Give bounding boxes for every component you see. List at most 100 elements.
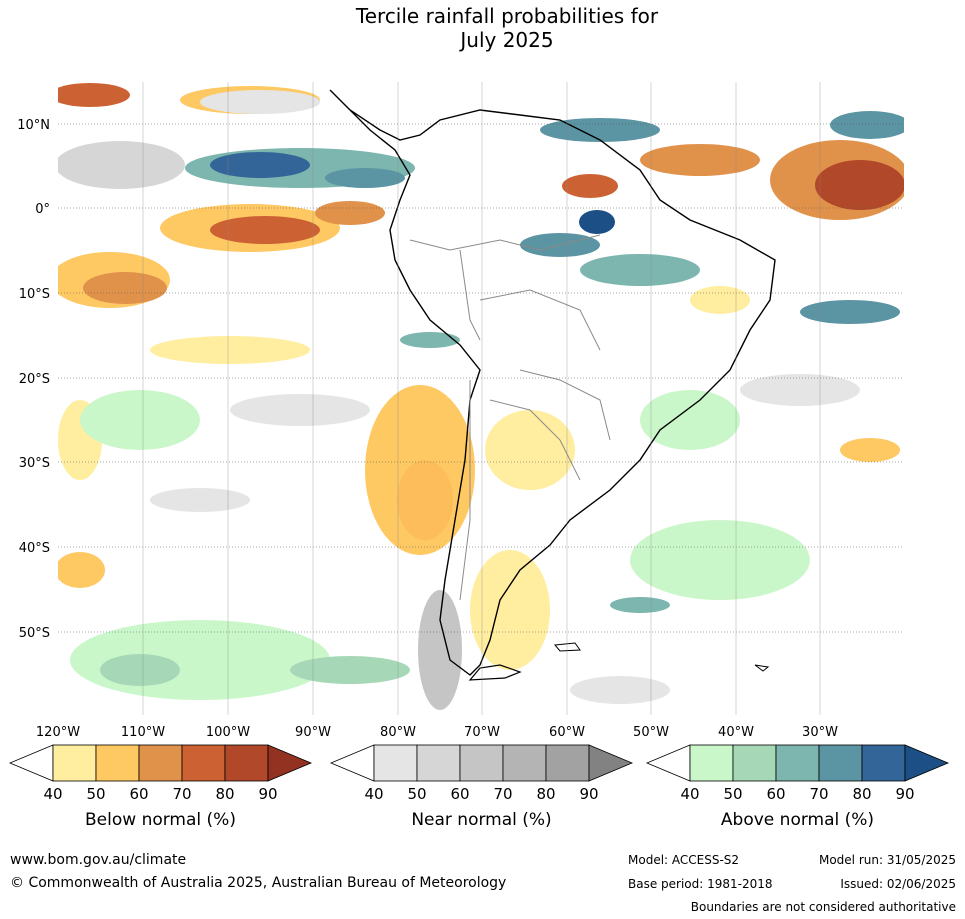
longitude-label: 100°W: [206, 725, 250, 740]
south-georgia-coastline: [754, 664, 770, 672]
above-area: [800, 300, 900, 324]
below-area: [58, 83, 130, 107]
legend-tick-label: 90: [579, 785, 598, 803]
legend-upper-arrow: [267, 744, 313, 782]
near-normal-areas: [58, 90, 860, 710]
longitude-label: 110°W: [121, 725, 165, 740]
legend-tick-label: 80: [215, 785, 234, 803]
legend-tick-label: 80: [852, 785, 871, 803]
above-area: [100, 654, 180, 686]
legend-tick-label: 60: [766, 785, 785, 803]
longitude-label: 120°W: [36, 725, 80, 740]
legend-title: Below normal (%): [85, 810, 236, 830]
legend-color-box: [416, 744, 461, 782]
below-area: [397, 460, 453, 540]
longitude-label: 70°W: [464, 725, 500, 740]
country-borders: [409, 234, 611, 601]
title-line-1: Tercile rainfall probabilities for: [355, 4, 659, 28]
legend-tick-label: 50: [407, 785, 426, 803]
longitude-label: 40°W: [718, 725, 754, 740]
below-area: [150, 336, 310, 364]
legend-color-box: [732, 744, 777, 782]
legend-title: Near normal (%): [411, 810, 551, 830]
tierra-del-fuego-coastline: [468, 664, 522, 681]
legend-upper-arrow: [588, 744, 634, 782]
legend-color-box: [52, 744, 97, 782]
legend-color-box: [224, 744, 269, 782]
legend-color-box: [459, 744, 504, 782]
latitude-label: 10°S: [19, 287, 50, 302]
near-area: [230, 394, 370, 426]
longitude-labels: 120°W 110°W 100°W 90°W 80°W 70°W 60°W 50°W 40°W 3…: [36, 725, 838, 740]
above-area: [640, 390, 740, 450]
latitude-label: 10°N: [17, 118, 50, 133]
latitude-labels: 10°N 0° 10°S 20°S 30°S 40°S 50°S: [17, 118, 50, 641]
legend-title: Above normal (%): [721, 810, 874, 830]
legend-color-box: [138, 744, 183, 782]
base-period-text: Base period: 1981-2018: [628, 877, 773, 891]
below-area: [315, 201, 385, 225]
legend-lower-arrow: [645, 744, 691, 782]
latitude-label: 30°S: [19, 456, 50, 471]
below-area: [815, 160, 904, 210]
legend-color-box: [181, 744, 226, 782]
legend-color-box: [95, 744, 140, 782]
above-area: [610, 597, 670, 613]
legend-above: 40 50 60 70 80 90 Above normal (%): [645, 744, 950, 830]
above-area: [210, 152, 310, 178]
longitude-label: 80°W: [380, 725, 416, 740]
legend-near: 40 50 60 70 80 90 Near normal (%): [329, 744, 634, 830]
latitude-label: 40°S: [19, 541, 50, 556]
legend-tick-label: 40: [680, 785, 699, 803]
probability-field: [58, 82, 904, 715]
legend-below: 40 50 60 70 80 90 Below normal (%): [8, 744, 313, 830]
near-area: [200, 90, 320, 114]
map-panel: [58, 82, 904, 715]
below-area: [840, 438, 900, 462]
above-area: [80, 390, 200, 450]
legend-color-box: [689, 744, 734, 782]
south-america-coastline: [329, 89, 776, 676]
above-normal-areas: [70, 111, 904, 700]
above-area: [630, 520, 810, 600]
legend-color-box: [861, 744, 906, 782]
above-area: [325, 168, 405, 188]
legend-color-box: [502, 744, 547, 782]
legend-lower-arrow: [329, 744, 375, 782]
legend-lower-arrow: [8, 744, 54, 782]
legend-tick-label: 40: [43, 785, 62, 803]
below-area: [640, 144, 760, 176]
legend-tick-label: 80: [536, 785, 555, 803]
below-area: [58, 552, 105, 588]
longitude-label: 30°W: [802, 725, 838, 740]
below-normal-areas: [58, 83, 904, 670]
below-area: [562, 174, 618, 198]
near-area: [418, 590, 462, 710]
above-area: [579, 210, 615, 234]
longitude-label: 90°W: [295, 725, 331, 740]
legend-tick-label: 50: [723, 785, 742, 803]
website-text: www.bom.gov.au/climate: [10, 852, 187, 868]
map-title: Tercile rainfall probabilities for July …: [0, 4, 965, 52]
legend-color-box: [545, 744, 590, 782]
legend-color-box: [373, 744, 418, 782]
legend-tick-label: 50: [86, 785, 105, 803]
legend-tick-label: 90: [895, 785, 914, 803]
below-area: [485, 410, 575, 490]
near-area: [150, 488, 250, 512]
below-area: [210, 216, 320, 244]
legend-tick-label: 60: [450, 785, 469, 803]
near-area: [570, 676, 670, 704]
model-text: Model: ACCESS-S2: [628, 853, 740, 867]
issued-text: Issued: 02/06/2025: [840, 877, 956, 891]
latitude-label: 20°S: [19, 372, 50, 387]
gridlines: [58, 82, 904, 715]
near-area: [58, 141, 185, 189]
legend-upper-arrow: [904, 744, 950, 782]
legends: 40 50 60 70 80 90 Below normal (%) 40 50 60 70 80 90…: [8, 744, 950, 830]
land-outlines: [329, 89, 776, 681]
legend-color-box: [818, 744, 863, 782]
near-area: [740, 374, 860, 406]
latitude-label: 0°: [35, 202, 50, 217]
